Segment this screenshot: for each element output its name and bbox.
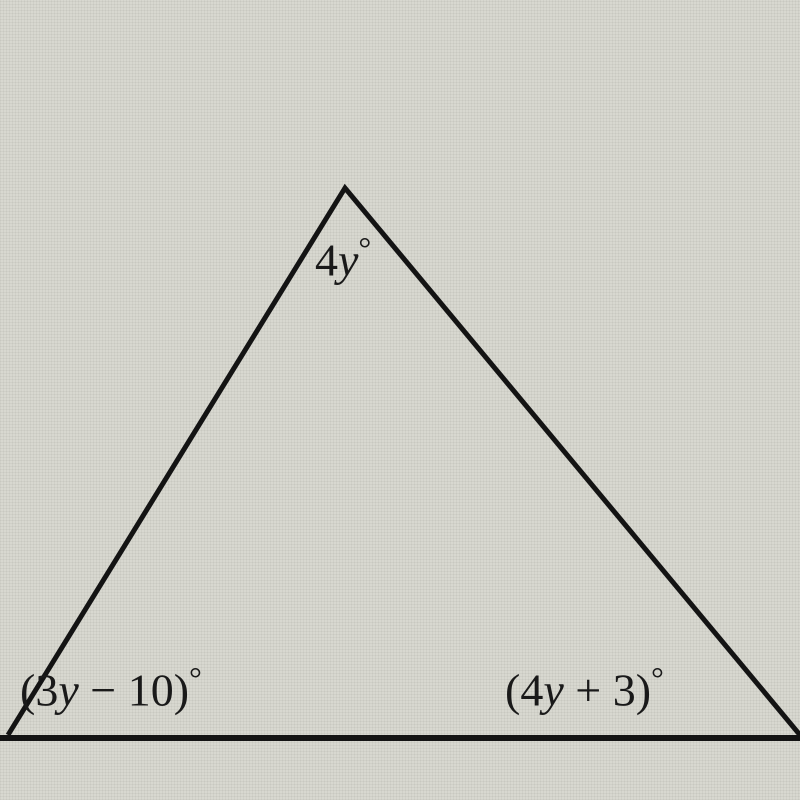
angle-label-bottom-right: (4y + 3)° [505, 660, 664, 716]
degree-symbol: ° [189, 660, 202, 696]
angle-label-bottom-left: (3y − 10)° [20, 660, 202, 716]
operator: − [90, 664, 116, 715]
variable-y: y [58, 664, 78, 715]
baseline [0, 735, 800, 741]
paren-close: ) [636, 664, 651, 715]
variable-y: y [543, 664, 563, 715]
triangle-diagram: 4y° (3y − 10)° (4y + 3)° [0, 0, 800, 800]
coef: 4 [520, 664, 543, 715]
operator: + [575, 664, 601, 715]
coef: 3 [35, 664, 58, 715]
degree-symbol: ° [651, 660, 664, 696]
angle-apex-coef: 4 [315, 234, 338, 285]
variable-y: y [338, 234, 358, 285]
paren-close: ) [174, 664, 189, 715]
paren-open: ( [20, 664, 35, 715]
paren-open: ( [505, 664, 520, 715]
constant: 3 [613, 664, 636, 715]
degree-symbol: ° [358, 230, 371, 266]
constant: 10 [128, 664, 174, 715]
angle-label-apex: 4y° [315, 230, 371, 286]
